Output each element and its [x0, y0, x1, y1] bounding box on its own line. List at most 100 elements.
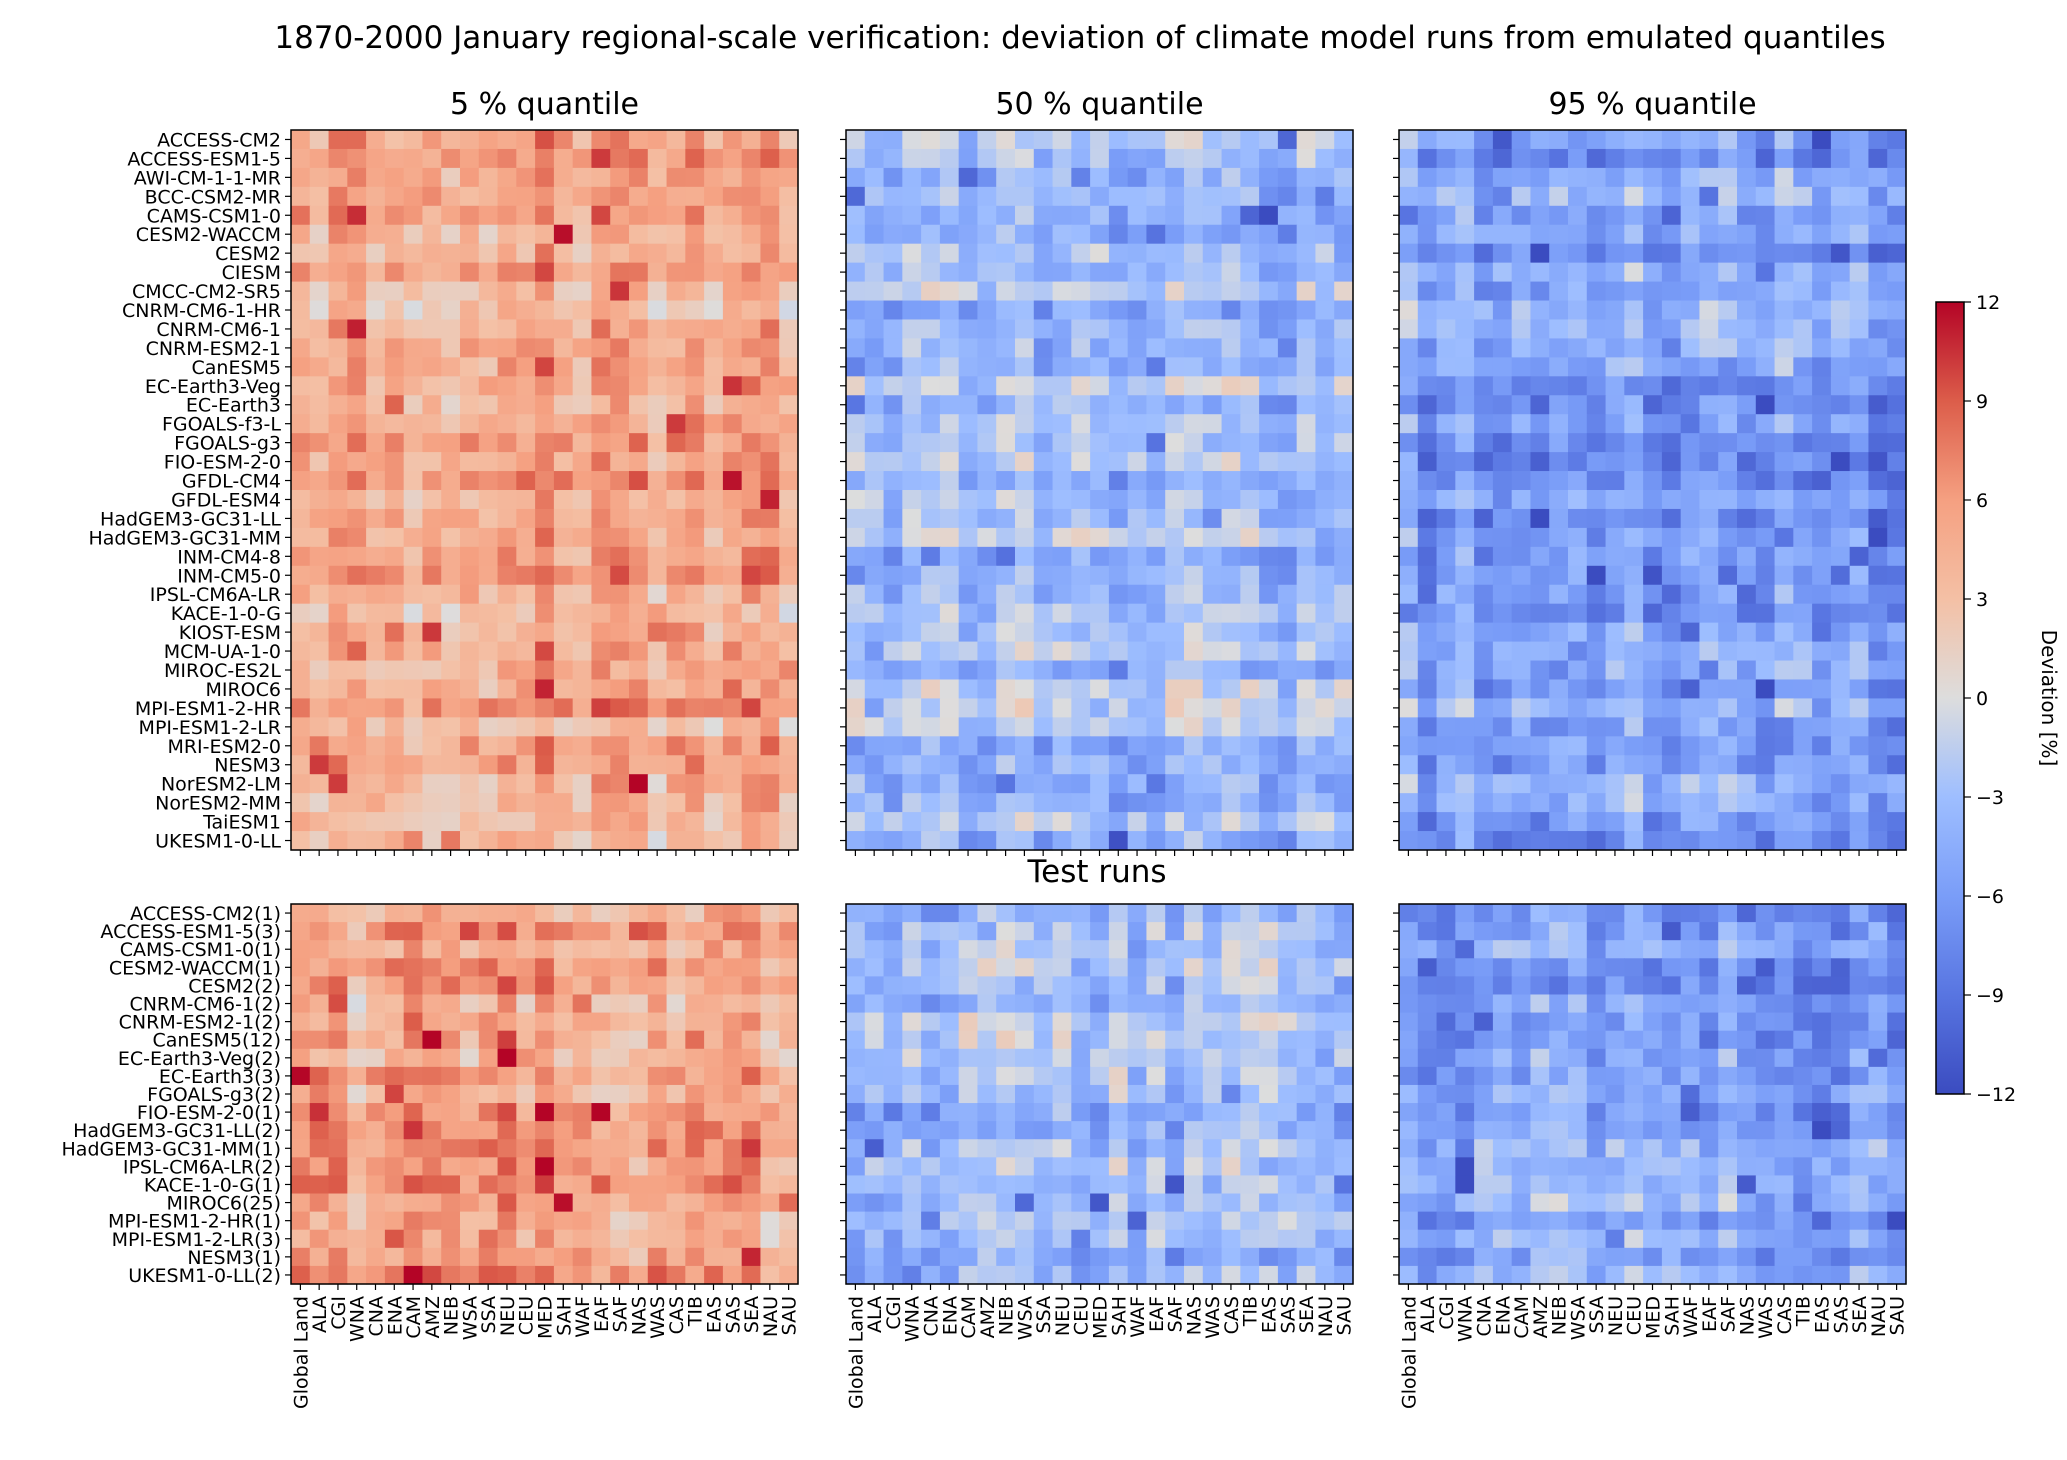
heatmap-cell: [1643, 698, 1663, 718]
heatmap-cell: [1718, 508, 1738, 529]
heatmap-cell: [1090, 994, 1110, 1014]
heatmap-cell: [846, 395, 866, 415]
heatmap-cell: [1090, 1030, 1110, 1050]
heatmap-cell: [1033, 224, 1054, 245]
heatmap-cell: [779, 338, 799, 358]
heatmap-cell: [1417, 527, 1438, 548]
heatmap-cell: [760, 1066, 780, 1086]
heatmap-cell: [1315, 452, 1335, 472]
heatmap-cell: [958, 186, 979, 207]
heatmap-cell: [1661, 698, 1682, 718]
heatmap-cell: [1455, 1157, 1475, 1177]
heatmap-cell: [1492, 527, 1513, 548]
heatmap-cell: [572, 130, 593, 150]
heatmap-cell: [1033, 1103, 1054, 1122]
heatmap-cell: [1277, 641, 1298, 662]
heatmap-cell: [846, 679, 866, 700]
heatmap-cell: [422, 130, 442, 150]
heatmap-cell: [666, 338, 686, 358]
heatmap-cell: [535, 1139, 555, 1158]
heatmap-cell: [291, 922, 311, 941]
heatmap-cell: [1165, 1030, 1185, 1050]
heatmap-cell: [384, 1103, 405, 1122]
heatmap-cell: [441, 300, 461, 321]
heatmap-cell: [1474, 755, 1494, 775]
heatmap-cell: [1680, 1066, 1701, 1086]
heatmap-cell: [1071, 1157, 1091, 1177]
heatmap-cell: [902, 1247, 922, 1267]
heatmap-cell: [939, 452, 960, 472]
heatmap-cell: [1296, 755, 1317, 775]
heatmap-cell: [403, 1247, 424, 1267]
heatmap-cell: [1071, 414, 1091, 434]
heatmap-cell: [685, 1048, 705, 1068]
heatmap-cell: [779, 300, 799, 321]
heatmap-cell: [1868, 357, 1888, 377]
heatmap-cell: [1127, 793, 1148, 813]
heatmap-cell: [516, 1030, 536, 1050]
heatmap-cell: [883, 1121, 903, 1140]
heatmap-cell: [1090, 1139, 1110, 1158]
heatmap-cell: [1887, 698, 1907, 718]
heatmap-cell: [704, 243, 724, 264]
heatmap-cell: [1568, 546, 1588, 567]
heatmap-cell: [1549, 243, 1569, 264]
heatmap-cell: [1549, 1157, 1569, 1177]
heatmap-cell: [516, 186, 536, 207]
heatmap-cell: [1530, 565, 1550, 586]
heatmap-cell: [902, 224, 922, 245]
heatmap-cell: [1887, 490, 1907, 510]
heatmap-cell: [779, 812, 799, 832]
heatmap-cell: [309, 940, 330, 959]
heatmap-cell: [1474, 641, 1494, 662]
heatmap-cell: [441, 976, 461, 996]
heatmap-cell: [666, 1247, 686, 1267]
heatmap-cell: [1399, 1048, 1419, 1068]
heatmap-cell: [883, 281, 903, 302]
heatmap-cell: [535, 1211, 555, 1231]
heatmap-cell: [1090, 319, 1110, 340]
heatmap-cell: [1436, 300, 1456, 321]
heatmap-cell: [384, 395, 405, 415]
heatmap-cell: [1315, 433, 1335, 453]
heatmap-cell: [1774, 660, 1794, 681]
heatmap-cell: [883, 414, 903, 434]
heatmap-cell: [629, 1247, 649, 1267]
heatmap-cell: [1184, 1048, 1204, 1068]
heatmap-cell: [1202, 433, 1223, 453]
heatmap-cell: [1296, 1139, 1317, 1158]
heatmap-cell: [1718, 186, 1738, 207]
heatmap-cell: [309, 1247, 330, 1267]
heatmap-cell: [610, 452, 630, 472]
heatmap-cell: [1146, 224, 1166, 245]
heatmap-cell: [883, 994, 903, 1014]
heatmap-cell: [384, 205, 405, 226]
heatmap-cell: [366, 433, 386, 453]
heatmap-cell: [478, 1157, 499, 1177]
heatmap-cell: [1661, 774, 1682, 794]
heatmap-cell: [1296, 603, 1317, 624]
heatmap-cell: [1755, 831, 1776, 851]
heatmap-cell: [497, 994, 517, 1014]
heatmap-cell: [685, 793, 705, 813]
heatmap-cell: [516, 1193, 536, 1213]
heatmap-cell: [1474, 698, 1494, 718]
heatmap-cell: [921, 922, 941, 941]
heatmap-cell: [939, 755, 960, 775]
heatmap-cell: [883, 584, 903, 605]
heatmap-cell: [1146, 1193, 1166, 1213]
heatmap-cell: [328, 243, 348, 264]
heatmap-cell: [1108, 471, 1129, 491]
heatmap-cell: [591, 1103, 611, 1122]
heatmap-cell: [741, 1139, 762, 1158]
heatmap-cell: [1455, 736, 1475, 756]
heatmap-cell: [1511, 831, 1532, 851]
heatmap-cell: [1887, 904, 1907, 923]
heatmap-cell: [741, 167, 762, 188]
heatmap-cell: [553, 584, 574, 605]
heatmap-cell: [1184, 958, 1204, 977]
heatmap-cell: [553, 243, 574, 264]
heatmap-cell: [741, 1247, 762, 1267]
heatmap-cell: [864, 243, 885, 264]
heatmap-cell: [1887, 679, 1907, 700]
